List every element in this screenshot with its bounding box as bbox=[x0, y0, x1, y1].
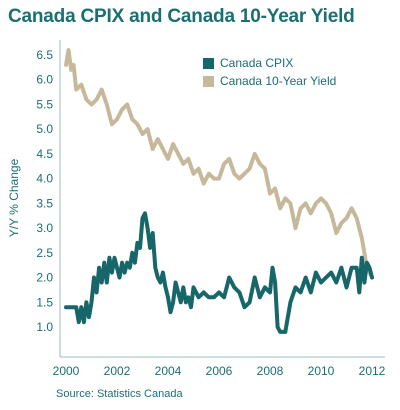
series-yield-line bbox=[64, 48, 374, 280]
y-axis-title: Y/Y % Change bbox=[7, 158, 21, 237]
y-tick-label: 6.5 bbox=[36, 48, 53, 62]
x-tick-label: 2002 bbox=[104, 364, 131, 378]
y-tick-label: 1.0 bbox=[36, 320, 53, 334]
y-tick-label: 4.5 bbox=[36, 147, 53, 161]
y-tick-label: 2.0 bbox=[36, 271, 53, 285]
legend: Canada CPIX Canada 10-Year Yield bbox=[203, 56, 336, 88]
x-tick-labels: 2000 2002 2004 2006 2008 2010 2012 bbox=[53, 364, 386, 378]
chart-title: Canada CPIX and Canada 10-Year Yield bbox=[8, 6, 355, 27]
x-tick-label: 2004 bbox=[155, 364, 182, 378]
y-tick-label: 1.5 bbox=[36, 295, 53, 309]
y-tick-label: 4.0 bbox=[36, 172, 53, 186]
source-note: Source: Statistics Canada bbox=[56, 388, 183, 400]
series-lines bbox=[64, 48, 374, 334]
y-tick-label: 5.5 bbox=[36, 97, 53, 111]
x-tick-label: 2008 bbox=[257, 364, 284, 378]
y-tick-label: 6.0 bbox=[36, 73, 53, 87]
x-tick-label: 2006 bbox=[206, 364, 233, 378]
legend-label-yield: Canada 10-Year Yield bbox=[220, 74, 336, 88]
y-tick-labels: 1.0 1.5 2.0 2.5 3.0 3.5 4.0 4.5 5.0 5.5 6.0 6.5 bbox=[36, 48, 53, 334]
legend-swatch-yield bbox=[203, 76, 214, 87]
y-tick-label: 3.5 bbox=[36, 196, 53, 210]
legend-swatch-cpix bbox=[203, 58, 214, 69]
y-tick-label: 3.0 bbox=[36, 221, 53, 235]
x-tick-label: 2010 bbox=[308, 364, 335, 378]
chart-axes bbox=[59, 40, 385, 358]
y-tick-label: 2.5 bbox=[36, 246, 53, 260]
x-tick-label: 2000 bbox=[53, 364, 80, 378]
legend-label-cpix: Canada CPIX bbox=[220, 56, 293, 70]
series-cpix-line bbox=[64, 211, 374, 334]
y-tick-label: 5.0 bbox=[36, 122, 53, 136]
x-tick-label: 2012 bbox=[359, 364, 386, 378]
